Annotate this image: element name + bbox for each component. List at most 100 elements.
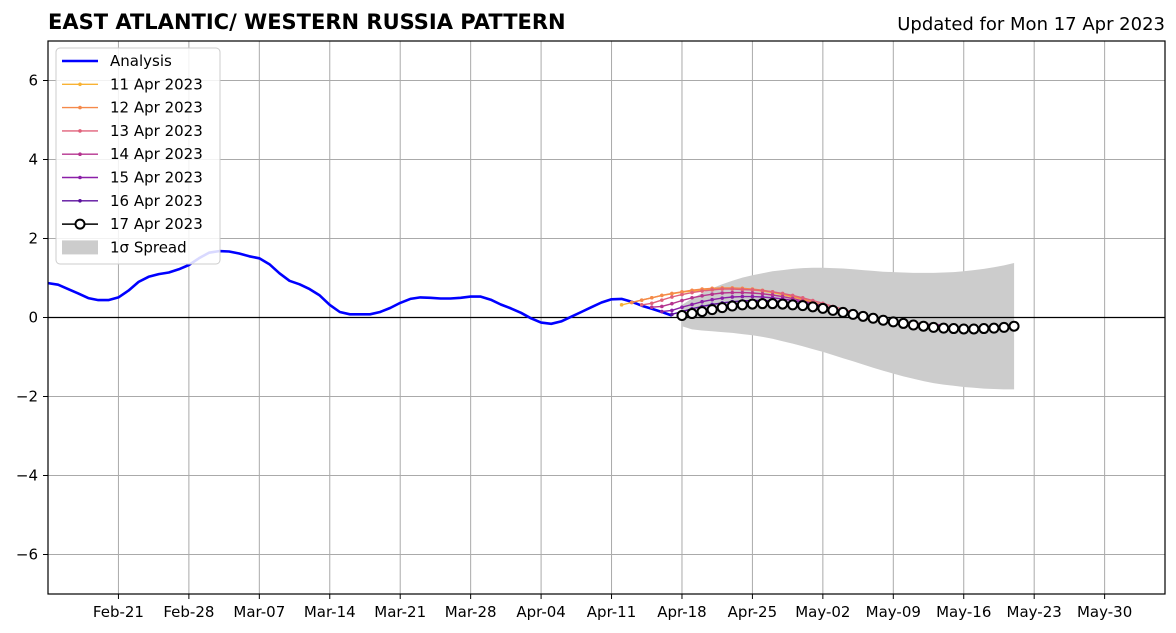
forecast-point [750,291,755,295]
x-tick-label: Apr-18 [657,603,707,621]
current-forecast-point [948,323,960,335]
legend-swatch-marker [74,218,86,230]
y-tick-label: −4 [16,467,38,485]
y-tick-label: 0 [28,309,38,327]
legend-swatch-marker [78,199,82,203]
forecast-point [760,288,765,293]
y-tick-label: 2 [28,230,38,248]
current-forecast-point [968,323,980,335]
forecast-point [680,292,684,297]
forecast-point [660,293,664,298]
legend-label: 16 Apr 2023 [110,192,203,210]
current-forecast-point [746,298,758,310]
legend-label: 17 Apr 2023 [110,215,203,233]
forecast-point [780,291,785,296]
legend-label: 1σ Spread [110,238,187,256]
forecast-point [740,294,745,299]
forecast-point [720,287,725,291]
x-tick-label: Mar-14 [304,603,356,621]
legend-label: 11 Apr 2023 [110,75,203,93]
forecast-point [629,300,634,305]
current-forecast-point [837,306,849,318]
x-tick-label: Mar-28 [445,603,497,621]
forecast-point [750,294,755,299]
legend-label: Analysis [110,52,172,70]
x-tick-label: Apr-25 [728,603,778,621]
forecast-point [670,308,674,313]
forecast-point [690,295,694,300]
forecast-point [800,295,805,300]
forecast-point [740,287,745,292]
forecast-point [639,298,644,302]
legend-swatch-marker [78,82,82,87]
legend-label: 15 Apr 2023 [110,169,203,187]
x-axis: Feb-21 Feb-28 Mar-07 Mar-14 Mar-21 Mar-28 Apr-… [93,594,1132,621]
forecast-point [730,295,735,299]
legend-swatch-marker [78,152,82,156]
current-forecast-point [958,323,970,335]
forecast-point [670,295,674,299]
forecast-point [750,288,755,292]
forecast-point [720,291,725,295]
forecast-point [770,290,775,294]
analysis-line [47,249,673,326]
legend-label: 14 Apr 2023 [110,145,203,163]
x-tick-label: May-16 [936,603,991,621]
y-tick-label: −6 [16,546,38,564]
current-forecast-point [797,300,809,312]
forecast-point [680,290,684,294]
forecast-point [649,301,654,306]
current-forecast-point [736,299,748,311]
legend-box [55,47,221,265]
current-forecast-point [817,302,829,314]
chart-subtitle: Updated for Mon 17 Apr 2023 [897,14,1165,35]
forecast-point [660,298,664,302]
x-tick-label: May-23 [1007,603,1062,621]
current-forecast-point [847,308,859,320]
current-forecast-point [887,316,899,328]
current-forecast-point [917,320,929,332]
x-tick-label: Feb-21 [93,603,144,621]
y-tick-label: 4 [28,151,38,169]
forecast-point [730,287,735,291]
forecast-point [760,295,765,299]
forecast-point [670,291,674,296]
x-tick-label: Mar-07 [233,603,285,621]
forecast-point [690,290,694,295]
current-forecast-point [877,314,889,326]
current-forecast-point [756,298,768,310]
forecast-point [660,309,664,314]
forecast-point [700,293,704,298]
current-forecast-point [726,300,738,312]
legend: Analysis 11 Apr 2023 12 Apr 2023 13 Apr 202… [55,47,221,265]
forecast-point [710,288,714,292]
legend-swatch-spread [62,240,98,255]
current-forecast-point [928,321,940,333]
x-tick-label: May-02 [795,603,850,621]
forecast-point [740,290,745,295]
forecast-point [710,297,714,302]
y-axis: −6 −4 −2 0 2 4 6 [16,72,48,564]
current-forecast-point [978,323,990,335]
forecast-point [660,304,664,309]
forecast-point [639,303,644,307]
current-forecast-point [777,298,789,310]
forecast-point [649,305,654,310]
x-tick-label: Feb-28 [163,603,214,621]
current-forecast-point [696,306,708,318]
forecast-point [710,292,714,296]
legend-label: 12 Apr 2023 [110,99,203,117]
legend-swatch-marker [78,129,82,133]
current-forecast-point [867,312,879,324]
current-forecast-point [716,302,728,314]
current-forecast-point [787,299,799,311]
forecast-point [619,303,624,307]
forecast-point [720,296,725,300]
forecast-point [670,301,674,306]
current-forecast-point [807,301,819,313]
current-forecast-point [907,319,919,331]
y-tick-label: 6 [28,72,38,90]
current-forecast-point [706,304,718,316]
forecast-point [700,289,704,293]
